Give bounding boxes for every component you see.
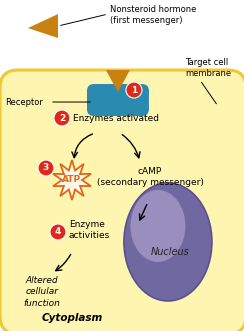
Text: Enzyme
activities: Enzyme activities — [69, 220, 110, 240]
Polygon shape — [28, 14, 58, 38]
Text: Target cell
membrane: Target cell membrane — [185, 58, 231, 78]
Text: Enzymes activated: Enzymes activated — [73, 114, 159, 122]
Text: Nonsteroid hormone
(first messenger): Nonsteroid hormone (first messenger) — [110, 5, 196, 25]
Polygon shape — [53, 160, 91, 200]
Ellipse shape — [124, 183, 212, 301]
Text: Altered
cellular
function: Altered cellular function — [24, 276, 61, 307]
Text: 4: 4 — [55, 227, 61, 236]
Circle shape — [126, 82, 142, 98]
Text: Cytoplasm: Cytoplasm — [42, 313, 103, 323]
Text: Receptor: Receptor — [5, 98, 43, 107]
FancyBboxPatch shape — [0, 70, 244, 331]
Circle shape — [54, 110, 70, 126]
Polygon shape — [106, 70, 130, 92]
Text: 3: 3 — [43, 164, 49, 172]
Text: ATP: ATP — [62, 175, 81, 184]
FancyBboxPatch shape — [87, 84, 149, 116]
Circle shape — [38, 160, 54, 176]
Text: cAMP
(secondary messenger): cAMP (secondary messenger) — [97, 167, 203, 187]
Text: Nucleus: Nucleus — [151, 247, 189, 257]
Text: 2: 2 — [59, 114, 65, 122]
Text: 1: 1 — [131, 85, 137, 95]
Circle shape — [50, 224, 66, 240]
Ellipse shape — [131, 190, 185, 262]
